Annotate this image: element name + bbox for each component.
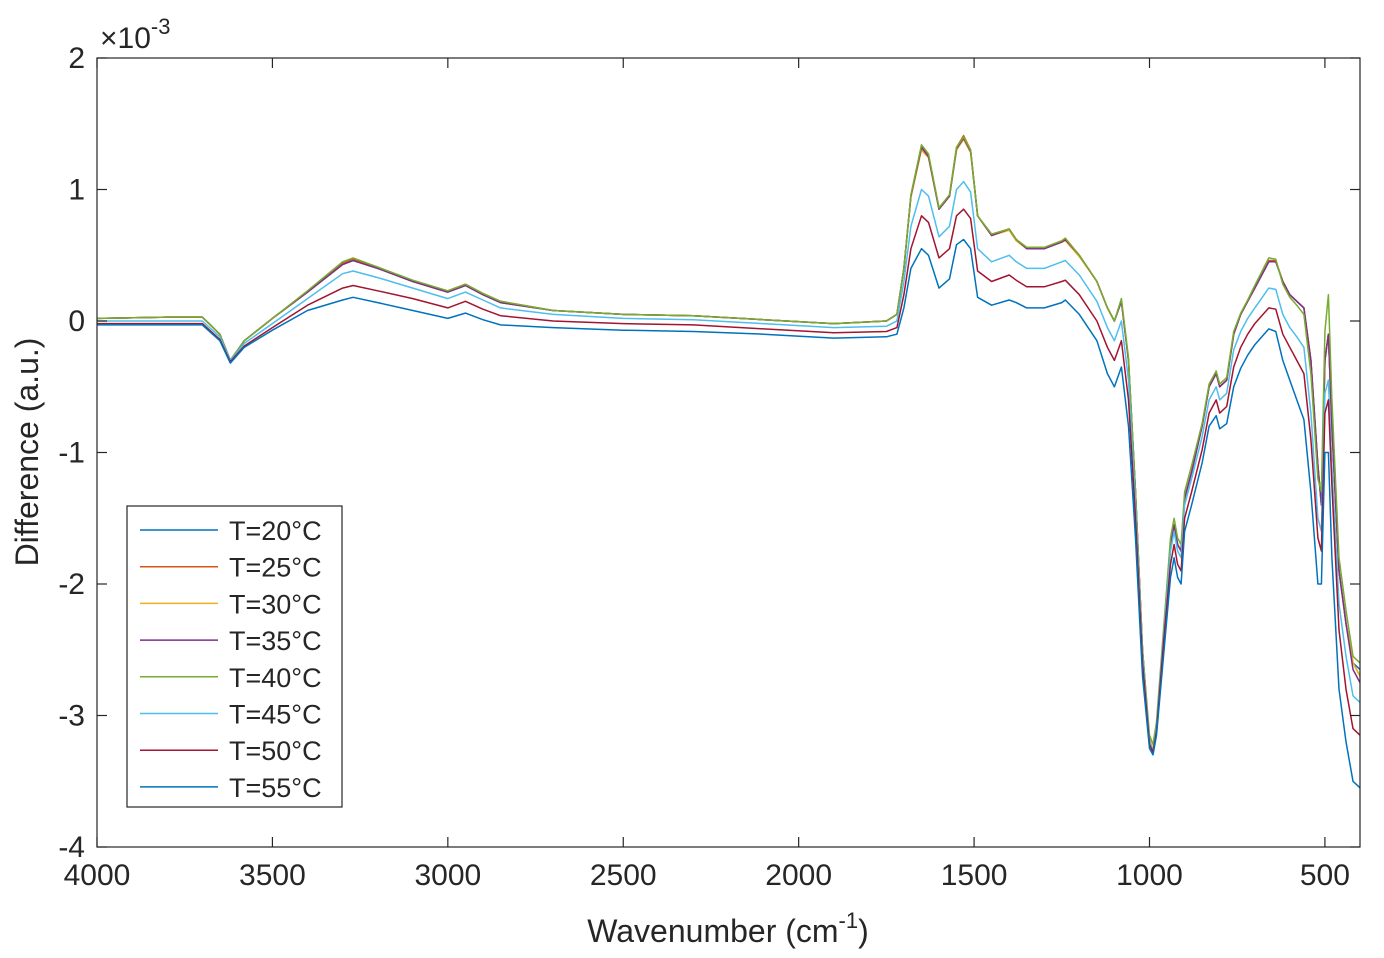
x-tick-label: 3000	[414, 859, 481, 892]
x-tick-label: 1500	[941, 859, 1008, 892]
x-tick-label: 3500	[239, 859, 306, 892]
series-line-7	[97, 208, 1361, 754]
y-tick-label: -3	[58, 700, 85, 733]
legend-label: T=45°C	[229, 700, 322, 730]
y-axis-title: Difference (a.u.)	[9, 338, 45, 567]
x-tick-label: 4000	[64, 859, 131, 892]
y-tick-label: -4	[58, 831, 85, 864]
legend-label: T=30°C	[229, 589, 322, 619]
legend-label: T=40°C	[229, 663, 322, 693]
legend-label: T=35°C	[229, 626, 322, 656]
series-line-8	[97, 238, 1361, 789]
legend-box	[126, 505, 343, 808]
legend-label: T=55°C	[229, 773, 322, 803]
series-layer	[96, 134, 1361, 789]
legend: T=20°C T=25°C T=30°C T=35°C T=40°C T=45°C T=50…	[126, 505, 343, 808]
y-multiplier: ×10-3	[100, 14, 170, 55]
x-tick-label: 2000	[765, 859, 832, 892]
y-tick-label: -1	[58, 437, 85, 470]
x-tick-label: 500	[1300, 859, 1350, 892]
y-tick-label: 2	[68, 42, 85, 75]
legend-label: T=25°C	[229, 553, 322, 583]
x-tick-label: 1000	[1116, 859, 1183, 892]
y-tick-label: -2	[58, 568, 85, 601]
y-tick-label: 1	[68, 174, 85, 207]
legend-label: T=20°C	[229, 516, 322, 546]
ticks-layer: 4000 3500 3000 2500 2000 1500 1000 500 2 1 0 -1 -2 -3…	[58, 42, 1360, 892]
y-tick-label: 0	[68, 305, 85, 338]
legend-label: T=50°C	[229, 736, 322, 766]
x-tick-label: 2500	[590, 859, 657, 892]
plot-frame	[96, 57, 1361, 848]
x-axis-title: Wavenumber (cm-1)	[587, 908, 869, 949]
series-line-5	[96, 136, 1361, 746]
series-line-6	[97, 180, 1361, 752]
